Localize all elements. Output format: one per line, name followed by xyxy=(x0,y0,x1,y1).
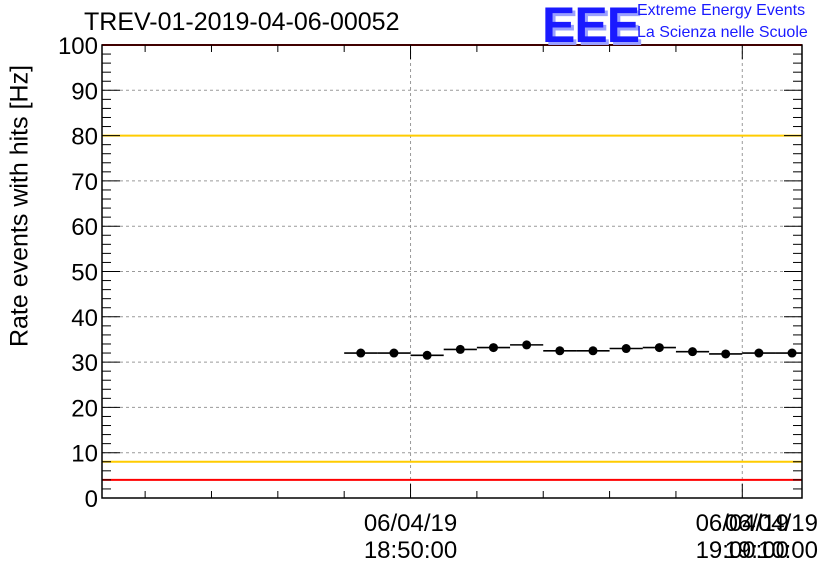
data-point xyxy=(488,343,498,353)
data-point xyxy=(455,344,465,354)
data-point xyxy=(356,348,366,358)
data-point xyxy=(821,344,830,353)
y-axis-label: Rate events with hits [Hz] xyxy=(5,64,34,348)
tick-labels: 010203040506070809010006/04/1918:50:0006… xyxy=(58,33,818,564)
x-tick-time-label: 19:10:00 xyxy=(725,537,818,564)
x-tick-date-label: 06/04/19 xyxy=(364,510,457,537)
data-point xyxy=(688,347,698,357)
data-point xyxy=(787,348,797,358)
y-tick-label: 10 xyxy=(71,441,98,468)
y-tick-label: 40 xyxy=(71,305,98,332)
y-tick-label: 20 xyxy=(71,395,98,422)
x-tick-time-label: 18:50:00 xyxy=(364,537,457,564)
chart-title: TREV-01-2019-04-06-00052 xyxy=(84,8,400,36)
x-tick-time-label: 19:00:00 xyxy=(696,537,789,564)
data-point xyxy=(389,348,399,358)
y-tick-label: 0 xyxy=(85,486,98,513)
logo-text-line2: La Scienza nelle Scuole xyxy=(637,24,808,41)
y-tick-label: 50 xyxy=(71,260,98,287)
grid-lines xyxy=(102,45,802,498)
data-point xyxy=(522,340,532,350)
y-tick-label: 60 xyxy=(71,214,98,241)
axis-ticks xyxy=(102,44,802,499)
y-tick-label: 80 xyxy=(71,124,98,151)
y-tick-label: 30 xyxy=(71,350,98,377)
data-point xyxy=(754,348,764,358)
data-point xyxy=(654,343,664,353)
data-point xyxy=(621,344,631,354)
y-tick-label: 70 xyxy=(71,169,98,196)
x-tick-date-label: 06/04/19 xyxy=(696,510,789,537)
y-tick-label: 100 xyxy=(58,33,98,60)
logo-text-line1: Extreme Energy Events xyxy=(637,2,806,19)
data-point xyxy=(721,349,731,359)
data-point xyxy=(588,346,598,356)
eee-logo: EEE xyxy=(542,0,640,53)
reference-lines xyxy=(102,44,802,481)
data-point xyxy=(555,346,565,356)
data-series xyxy=(344,340,830,360)
x-tick-date-label: 06/04/19 xyxy=(725,510,818,537)
y-tick-label: 90 xyxy=(71,78,98,105)
data-point xyxy=(422,350,432,360)
data-points xyxy=(344,340,830,360)
